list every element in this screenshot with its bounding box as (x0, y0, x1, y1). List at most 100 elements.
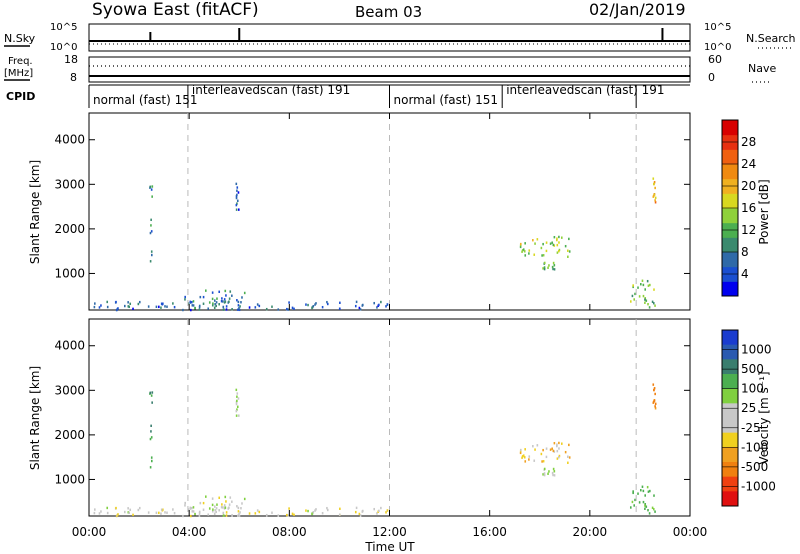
data-point (543, 261, 546, 265)
data-point (307, 509, 309, 513)
data-point (561, 236, 563, 239)
data-point (642, 294, 645, 298)
data-point (124, 304, 126, 308)
data-point (115, 300, 117, 304)
data-point (211, 291, 214, 294)
data-point (239, 305, 241, 308)
cpid-segment-label: normal (fast) 151 (93, 93, 197, 107)
data-point (644, 507, 646, 510)
data-point (642, 283, 645, 287)
data-point (241, 296, 243, 299)
power-colorbar-label: Power [dB] (757, 179, 771, 244)
data-point (151, 391, 154, 394)
data-point (106, 511, 109, 515)
data-point (215, 304, 217, 308)
colorbar-tick-label: -25 (741, 421, 761, 435)
data-point (151, 195, 153, 198)
nsearch-tick-bottom: 10^0 (704, 42, 731, 53)
data-point (543, 472, 546, 475)
data-point (376, 306, 378, 309)
data-point (287, 514, 290, 517)
data-point (286, 513, 288, 517)
data-point (545, 241, 548, 244)
nave-tick-bottom: 0 (708, 71, 715, 84)
data-point (93, 305, 96, 309)
data-point (98, 306, 101, 309)
colorbar-cell (722, 418, 738, 434)
data-point (237, 397, 240, 400)
data-point (631, 294, 634, 298)
data-point (654, 402, 657, 405)
data-point (321, 305, 324, 309)
data-point (149, 185, 152, 188)
data-point (553, 450, 556, 453)
data-point (236, 395, 238, 398)
data-point (326, 302, 329, 306)
data-point (553, 470, 556, 473)
data-point (654, 201, 657, 204)
data-point (213, 299, 216, 302)
data-point (373, 301, 376, 305)
colorbar-cell (722, 403, 738, 419)
data-point (238, 308, 241, 312)
velocity-y-axis: 1000 2000 3000 4000 (54, 339, 690, 486)
data-point (653, 388, 655, 392)
colorbar-tick-label: 12 (741, 223, 756, 237)
data-point (291, 306, 294, 310)
data-point (160, 508, 163, 511)
nsky-tick-bottom: 10^0 (50, 42, 77, 53)
data-point (236, 392, 239, 395)
data-point (521, 249, 524, 252)
y-tick-label: 1000 (54, 266, 85, 280)
data-point (237, 191, 240, 194)
data-point (542, 254, 545, 257)
y-tick-label: 2000 (54, 428, 85, 442)
colorbar-cell (722, 252, 738, 268)
data-point (564, 450, 567, 454)
data-point (237, 414, 240, 417)
data-point (640, 283, 642, 286)
data-point (642, 489, 645, 493)
data-point (653, 181, 656, 184)
y-tick-label: 3000 (54, 177, 85, 191)
data-point (162, 508, 164, 511)
data-point (644, 503, 647, 506)
data-point (638, 295, 641, 298)
data-point (553, 235, 556, 239)
data-point (561, 442, 563, 445)
data-point (519, 448, 522, 452)
data-point (556, 238, 558, 242)
data-point (160, 306, 162, 309)
data-point (305, 509, 307, 512)
data-point (654, 510, 656, 513)
data-point (568, 250, 571, 253)
data-point (524, 254, 527, 257)
date-title: 02/Jan/2019 (589, 0, 686, 19)
data-point (166, 305, 168, 308)
data-point (652, 195, 655, 198)
data-point (231, 294, 233, 297)
data-point (536, 444, 539, 447)
data-point (215, 507, 218, 510)
colorbar-cell (722, 120, 738, 136)
data-point (647, 284, 650, 287)
data-point (644, 494, 647, 497)
colorbar-cell (722, 237, 738, 253)
data-point (567, 461, 569, 464)
data-point (629, 300, 632, 303)
cpid-segment-label: interleavedscan (fast) 191 (192, 83, 350, 97)
data-point (127, 305, 130, 308)
colorbar-cell (722, 388, 738, 404)
data-point (386, 509, 389, 512)
data-point (524, 460, 527, 463)
data-point (541, 254, 543, 257)
data-point (192, 304, 195, 307)
data-point (106, 305, 109, 309)
data-point (534, 242, 536, 245)
data-point (235, 182, 238, 186)
data-point (288, 301, 290, 304)
data-point (224, 289, 227, 293)
colorbar-cell (722, 447, 738, 463)
data-point (558, 454, 561, 458)
data-point (359, 514, 362, 517)
